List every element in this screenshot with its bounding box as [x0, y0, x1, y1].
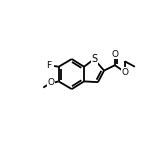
Text: O: O — [121, 68, 128, 77]
Text: S: S — [91, 54, 97, 64]
Text: F: F — [46, 61, 51, 71]
Text: O: O — [111, 50, 118, 59]
Text: O: O — [47, 78, 54, 87]
